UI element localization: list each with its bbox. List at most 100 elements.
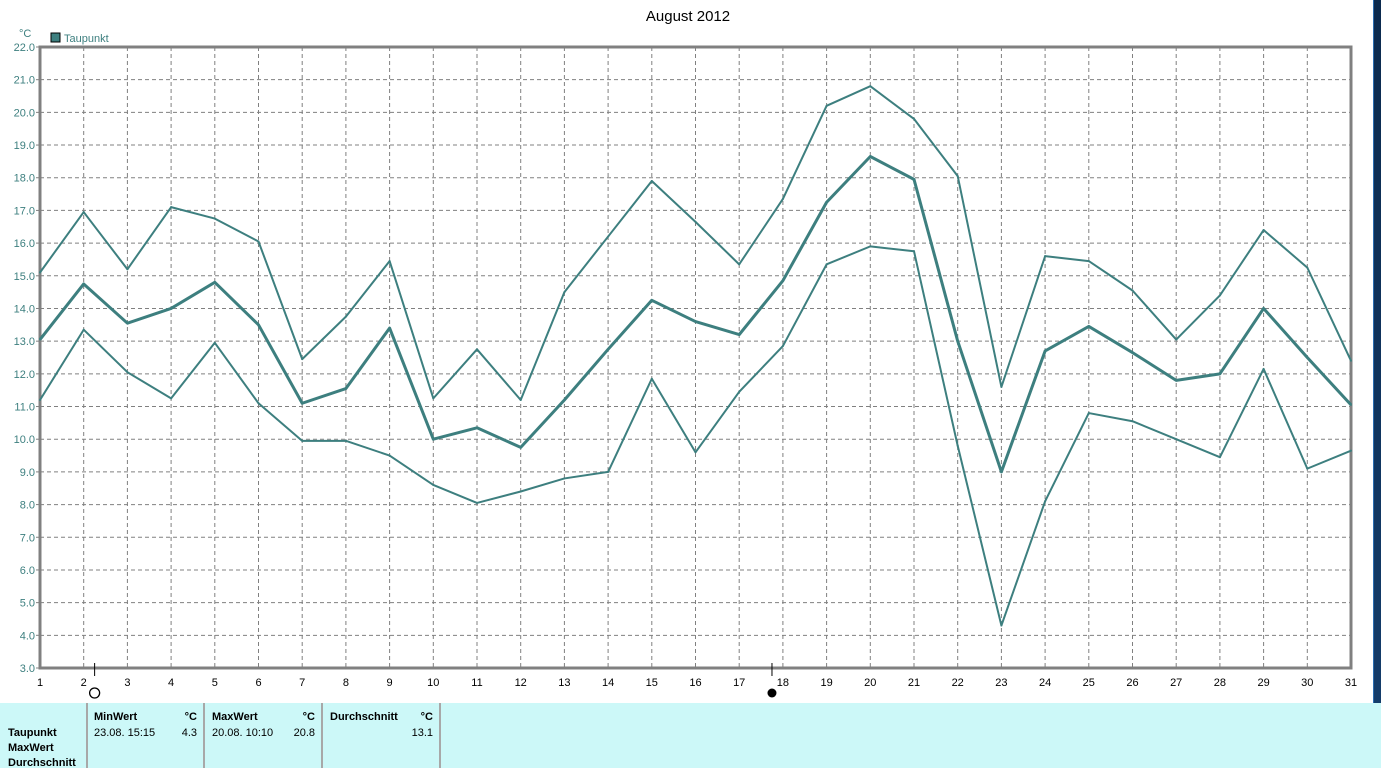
x-tick-label: 29: [1257, 677, 1269, 689]
data-point-max: [126, 268, 129, 271]
data-point-min: [738, 390, 741, 393]
data-point-max: [344, 315, 347, 318]
data-point-max: [301, 358, 304, 361]
data-point-max: [738, 263, 741, 266]
data-point-max: [388, 260, 391, 263]
data-point-min: [1350, 449, 1352, 452]
data-point-max: [82, 211, 85, 214]
data-point-avg: [650, 299, 653, 302]
max-marker-icon: [767, 688, 777, 698]
x-tick-label: 5: [212, 677, 218, 689]
data-point-min: [913, 250, 915, 253]
x-tick-label: 31: [1345, 677, 1357, 689]
data-point-min: [213, 341, 216, 344]
data-point-min: [39, 398, 41, 401]
data-point-min: [1000, 624, 1003, 627]
data-point-max: [1306, 266, 1309, 269]
x-tick-label: 17: [733, 677, 745, 689]
x-tick-label: 10: [427, 677, 439, 689]
data-point-avg: [388, 327, 391, 330]
data-point-min: [170, 397, 173, 400]
x-tick-label: 3: [124, 677, 130, 689]
min-value: 4.3: [181, 727, 197, 739]
data-point-avg: [1087, 325, 1090, 328]
data-point-min: [956, 444, 959, 447]
max-value: 20.8: [293, 727, 315, 739]
data-point-max: [825, 104, 828, 107]
x-tick-label: 11: [471, 677, 482, 689]
data-point-min: [563, 477, 566, 480]
data-point-avg: [869, 155, 872, 158]
plot-frame: [38, 45, 1353, 670]
data-point-max: [519, 398, 522, 401]
data-point-min: [301, 439, 304, 442]
data-point-min: [1175, 438, 1178, 441]
min-unit: °C: [184, 711, 197, 723]
data-point-avg: [1044, 349, 1047, 352]
x-tick-label: 6: [255, 677, 261, 689]
chart-title: August 2012: [646, 8, 730, 25]
data-point-max: [1218, 294, 1221, 297]
y-tick-label: 6.0: [20, 565, 35, 577]
x-tick-label: 28: [1214, 677, 1226, 689]
data-point-max: [1131, 289, 1134, 292]
data-point-max: [1350, 359, 1352, 362]
max-date: 20.08. 10:10: [212, 727, 274, 739]
y-tick-label: 8.0: [20, 500, 35, 512]
data-point-min: [694, 451, 697, 454]
data-point-max: [257, 240, 260, 243]
min-header: MinWert: [94, 711, 138, 723]
y-tick-label: 20.0: [14, 107, 35, 119]
row-label: Taupunkt: [8, 727, 57, 739]
data-point-min: [650, 377, 653, 380]
data-point-max: [213, 217, 216, 220]
x-tick-label: 4: [168, 677, 174, 689]
avg-header: Durchschnitt: [330, 711, 398, 723]
data-point-avg: [825, 201, 828, 204]
data-point-min: [781, 345, 784, 348]
data-point-max: [1175, 338, 1178, 341]
x-tick-label: 20: [864, 677, 876, 689]
min-marker-icon: [88, 687, 101, 699]
data-point-min: [1218, 456, 1221, 459]
row-label: MaxWert: [8, 742, 54, 754]
row-labels: Taupunkt MaxWert Durchschnitt: [0, 703, 88, 769]
data-point-min: [1131, 420, 1134, 423]
y-tick-label: 15.0: [14, 271, 35, 283]
avg-column: Durchschnitt °C 13.1: [323, 703, 441, 768]
data-point-avg: [301, 402, 304, 405]
dewpoint-chart: August 2012 °C Taupunkt 3.0 4.0 5.0 6.0 7.0 8.0 9…: [14, 8, 1357, 699]
min-column: MinWert °C 23.08. 15:15 4.3: [88, 703, 205, 768]
y-tick-label: 17.0: [14, 205, 35, 217]
y-tick-label: 12.0: [14, 369, 35, 381]
x-tick-label: 13: [558, 677, 570, 689]
x-tick-label: 27: [1170, 677, 1182, 689]
x-tick-label: 1: [37, 677, 43, 689]
data-point-max: [1044, 255, 1047, 258]
data-point-avg: [476, 426, 478, 429]
data-point-max: [39, 271, 41, 274]
x-tick-label: 21: [908, 677, 920, 689]
data-point-min: [1087, 412, 1090, 415]
data-point-avg: [39, 338, 41, 341]
x-tick-label: 8: [343, 677, 349, 689]
data-point-max: [650, 180, 653, 183]
row-label: Durchschnitt: [8, 757, 76, 769]
data-point-min: [432, 483, 435, 486]
data-point-avg: [213, 281, 216, 284]
y-tick-label: 11.0: [14, 402, 35, 414]
data-point-avg: [781, 279, 784, 282]
x-tick-label: 16: [689, 677, 701, 689]
y-tick-label: 13.0: [14, 336, 35, 348]
x-tick-label: 19: [820, 677, 832, 689]
x-tick-label: 18: [777, 677, 789, 689]
data-point-avg: [257, 323, 260, 326]
x-tick-label: 30: [1301, 677, 1313, 689]
y-tick-label: 18.0: [14, 173, 35, 185]
y-tick-label: 19.0: [14, 140, 35, 152]
data-point-max: [563, 291, 566, 294]
data-point-avg: [82, 282, 85, 285]
data-point-max: [913, 117, 915, 120]
data-point-avg: [170, 307, 173, 310]
data-point-min: [82, 328, 85, 331]
